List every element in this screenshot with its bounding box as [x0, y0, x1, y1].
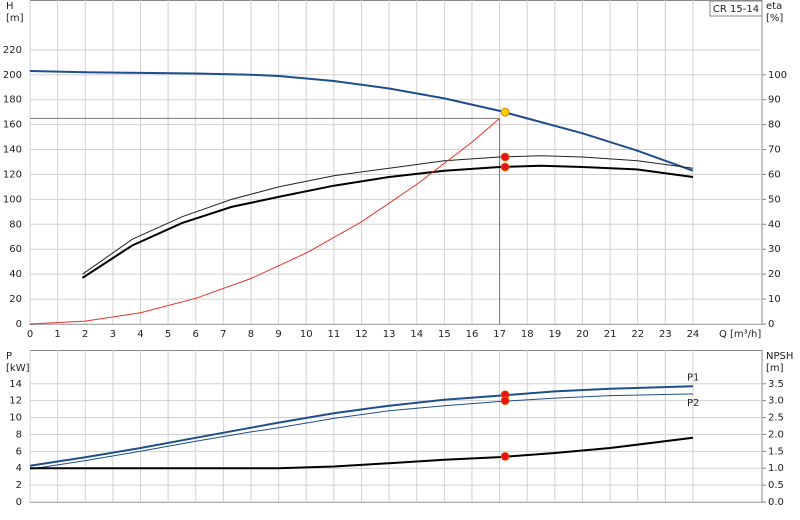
- y-tick-label: 100: [3, 194, 22, 205]
- pump-model: CR 15-14: [713, 4, 759, 15]
- y2-tick-label: 40: [768, 219, 781, 230]
- plot-area: [29, 0, 763, 325]
- data-point: [500, 396, 510, 406]
- data-point: [500, 451, 510, 461]
- data-point: [500, 162, 510, 172]
- x-tick-label: 18: [521, 329, 534, 340]
- x-tick-label: 10: [300, 329, 313, 340]
- y2-tick-label: 0.0: [768, 497, 784, 508]
- y2-tick-label: 70: [768, 145, 781, 156]
- y2-tick-label: 50: [768, 194, 781, 205]
- y-tick-label: 220: [3, 45, 22, 56]
- y-tick-label: 10: [9, 413, 22, 424]
- y2-tick-label: 60: [768, 169, 781, 180]
- y-tick-label: 160: [3, 120, 22, 131]
- y-tick-label: 40: [9, 269, 22, 280]
- curve: [29, 385, 693, 467]
- y-axis-label: H: [6, 1, 14, 12]
- y-tick-label: 80: [9, 219, 22, 230]
- y2-tick-label: 3.0: [768, 396, 784, 407]
- label-box: [709, 0, 763, 17]
- legend-entry: P1: [687, 372, 699, 383]
- x-tick-label: 4: [137, 329, 143, 340]
- x-tick-label: 12: [355, 329, 368, 340]
- y2-tick-label: 1.0: [768, 463, 784, 474]
- y2-tick-label: 80: [768, 120, 781, 131]
- curve: [30, 436, 694, 470]
- y-axis-unit: [m]: [6, 13, 24, 24]
- y2-axis-unit: [%]: [766, 13, 783, 24]
- y-axis-label: P: [6, 351, 12, 362]
- y-tick-label: 180: [3, 95, 22, 106]
- y2-tick-label: 100: [768, 70, 787, 81]
- y2-tick-label: 10: [768, 294, 781, 305]
- y-tick-label: 14: [9, 379, 22, 390]
- y-tick-label: 2: [16, 480, 22, 491]
- data-point: [500, 152, 510, 162]
- y2-tick-label: 3.5: [768, 379, 784, 390]
- x-tick-label: 15: [438, 329, 451, 340]
- x-tick-label: 6: [193, 329, 199, 340]
- x-tick-label: 22: [631, 329, 644, 340]
- curve: [29, 70, 694, 172]
- y2-tick-label: 2.0: [768, 429, 784, 440]
- y-tick-label: 120: [3, 169, 22, 180]
- x-axis-label: Q [m³/h]: [719, 329, 761, 340]
- y2-axis-unit: [m]: [766, 363, 784, 374]
- x-tick-label: 23: [659, 329, 672, 340]
- x-tick-label: 20: [576, 329, 589, 340]
- x-tick-label: 0: [27, 329, 33, 340]
- y-tick-label: 60: [9, 244, 22, 255]
- y-tick-label: 140: [3, 145, 22, 156]
- legend-entry: P2: [687, 398, 699, 409]
- x-tick-label: 24: [687, 329, 700, 340]
- x-tick-label: 19: [548, 329, 561, 340]
- x-tick-label: 14: [410, 329, 423, 340]
- y-tick-label: 0: [16, 497, 22, 508]
- curve: [82, 155, 693, 275]
- plot-area: [29, 350, 763, 503]
- y2-tick-label: 30: [768, 244, 781, 255]
- y-tick-label: 20: [9, 294, 22, 305]
- curve: [81, 164, 694, 279]
- y-tick-label: 4: [16, 463, 22, 474]
- y2-tick-label: 1.5: [768, 446, 784, 457]
- x-tick-label: 5: [165, 329, 171, 340]
- x-tick-label: 2: [82, 329, 88, 340]
- y2-axis-label: NPSH: [766, 351, 793, 362]
- y-tick-label: 200: [3, 70, 22, 81]
- y2-tick-label: 90: [768, 95, 781, 106]
- x-tick-label: 13: [383, 329, 396, 340]
- x-tick-label: 8: [248, 329, 254, 340]
- y2-tick-label: 0: [768, 319, 774, 330]
- y-tick-label: 8: [16, 429, 22, 440]
- x-tick-label: 17: [493, 329, 506, 340]
- curve: [29, 393, 693, 470]
- y-tick-label: 12: [9, 396, 22, 407]
- data-point: [500, 107, 510, 117]
- y2-tick-label: 2.5: [768, 413, 784, 424]
- x-tick-label: 21: [604, 329, 617, 340]
- y-tick-label: 0: [16, 319, 22, 330]
- x-tick-label: 16: [466, 329, 479, 340]
- y2-tick-label: 20: [768, 269, 781, 280]
- x-tick-label: 11: [327, 329, 340, 340]
- y2-tick-label: 0.5: [768, 480, 784, 491]
- x-tick-label: 9: [275, 329, 281, 340]
- x-tick-label: 1: [54, 329, 60, 340]
- y-axis-unit: [kW]: [6, 363, 30, 374]
- x-tick-label: 7: [220, 329, 226, 340]
- curve: [29, 118, 500, 325]
- x-tick-label: 3: [110, 329, 116, 340]
- y-tick-label: 6: [16, 446, 22, 457]
- y2-axis-label: eta: [766, 1, 782, 12]
